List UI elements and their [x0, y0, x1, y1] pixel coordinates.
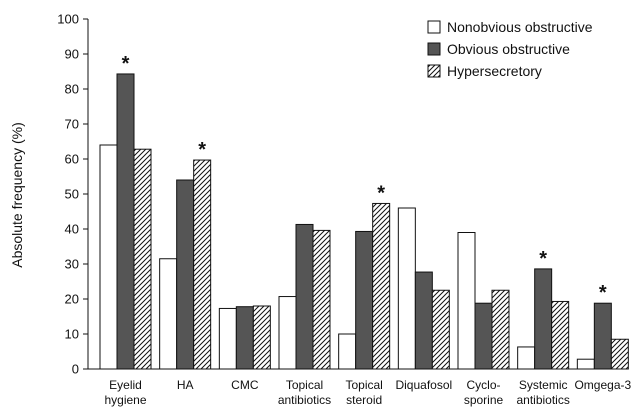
- x-tick-label-line: Diquafosol: [395, 378, 452, 392]
- axes: 0 10 20 30 40 50 60 70 80 90 100: [57, 12, 628, 377]
- x-tick-label-line: antibiotics: [278, 393, 331, 407]
- bar: [252, 305, 271, 370]
- bar: [312, 229, 331, 370]
- x-tick-label: Omgega-3: [574, 378, 631, 392]
- significance-star: *: [539, 248, 547, 270]
- bar: [491, 289, 510, 370]
- bar: [593, 302, 612, 370]
- legend-label: Nonobvious obstructive: [447, 19, 593, 35]
- significance-star: *: [122, 53, 130, 75]
- bar: [193, 159, 212, 370]
- y-tick-label: 100: [57, 12, 79, 27]
- x-tick-label: Diquafosol: [395, 378, 452, 392]
- legend-swatch: [427, 42, 441, 56]
- bar: [338, 333, 357, 370]
- x-tick-label-line: Eyelid: [109, 378, 142, 392]
- bar: [159, 258, 178, 370]
- bar: [431, 289, 450, 370]
- x-tick-label-line: Topical: [345, 378, 382, 392]
- bar: [99, 144, 118, 370]
- bar: [457, 232, 476, 370]
- legend-swatch: [427, 64, 441, 78]
- bar: [355, 230, 374, 370]
- bar: [176, 179, 195, 370]
- bar: [397, 207, 416, 370]
- bar: [235, 306, 254, 370]
- x-tick-label-line: Systemic: [519, 378, 568, 392]
- bar: [414, 271, 433, 370]
- bars-group: [99, 73, 629, 370]
- y-tick-label: 20: [65, 292, 79, 307]
- bar: [133, 148, 152, 370]
- y-tick-label: 50: [65, 187, 79, 202]
- x-tick-label-line: Cyclo-: [466, 378, 500, 392]
- significance-star: *: [377, 182, 385, 204]
- x-tick-label: Cyclo-sporine: [464, 378, 504, 407]
- y-tick-label: 40: [65, 222, 79, 237]
- bar: [474, 302, 493, 370]
- bar: [295, 223, 314, 370]
- x-tick-label-line: hygiene: [104, 393, 146, 407]
- bar: [278, 296, 297, 370]
- y-tick-label: 80: [65, 82, 79, 97]
- bar: [116, 73, 135, 370]
- legend-label: Obvious obstructive: [447, 41, 570, 57]
- x-tick-label: Eyelid hygiene: [104, 378, 146, 407]
- x-tick-label-line: Topical: [286, 378, 323, 392]
- x-tick-label: HA: [177, 378, 194, 392]
- bar: [610, 338, 629, 370]
- significance-star: *: [599, 282, 607, 304]
- significance-markers: * * * * *: [122, 53, 607, 304]
- y-tick-label: 30: [65, 257, 79, 272]
- legend-swatch: [427, 20, 441, 34]
- bar: [534, 268, 553, 370]
- y-tick-label: 60: [65, 152, 79, 167]
- y-tick-label: 90: [65, 47, 79, 62]
- legend-label: Hypersecretory: [447, 63, 542, 79]
- legend: Nonobvious obstructive Obvious obstructiv…: [427, 19, 593, 79]
- bar: [517, 346, 536, 370]
- significance-star: *: [198, 139, 206, 161]
- x-tick-label-line: steroid: [346, 393, 382, 407]
- y-tick-label: 0: [72, 362, 79, 377]
- x-tick-label: CMC: [231, 378, 259, 392]
- y-tick-label: 10: [65, 327, 79, 342]
- y-axis-label: Absolute frequency (%): [9, 122, 25, 268]
- bar: [218, 307, 237, 370]
- x-tick-label-line: Omgega-3: [574, 378, 631, 392]
- bar: [551, 300, 570, 370]
- y-tick-label: 70: [65, 117, 79, 132]
- x-tick-label-line: HA: [177, 378, 194, 392]
- x-tick-label: Topical steroid: [345, 378, 382, 407]
- bar: [372, 202, 391, 370]
- x-tick-label-line: CMC: [231, 378, 259, 392]
- x-tick-label: Topical antibiotics: [278, 378, 331, 407]
- x-tick-label-line: antibiotics: [516, 393, 569, 407]
- x-tick-label: Systemic antibiotics: [516, 378, 569, 407]
- bar: [576, 358, 595, 370]
- x-tick-label-line: sporine: [464, 393, 504, 407]
